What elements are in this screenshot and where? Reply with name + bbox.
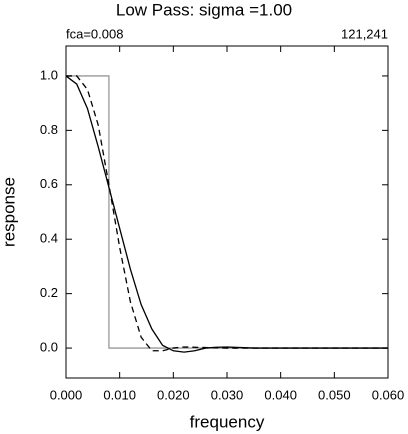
x-tick-label: 0.030 xyxy=(211,387,244,402)
y-tick-label: 0.4 xyxy=(40,231,58,246)
y-tick-label: 1.0 xyxy=(40,67,58,82)
x-tick-label: 0.010 xyxy=(103,387,136,402)
right-string: 121,241 xyxy=(341,26,388,41)
x-tick-label: 0.040 xyxy=(264,387,297,402)
series-line xyxy=(66,75,388,352)
y-tick-label: 0.8 xyxy=(40,122,58,137)
x-tick-label: 0.050 xyxy=(318,387,351,402)
y-tick-label: 0.0 xyxy=(40,340,58,355)
y-tick-label: 0.6 xyxy=(40,176,58,191)
x-axis-title: frequency xyxy=(190,412,265,431)
series-line xyxy=(65,75,388,353)
plot-frame xyxy=(65,45,389,379)
chart-title: Low Pass: sigma =1.00 xyxy=(116,0,292,19)
series-line xyxy=(66,75,388,349)
x-tick-label: 0.060 xyxy=(372,387,405,402)
y-axis-title: response xyxy=(0,177,18,247)
left-string: fca=0.008 xyxy=(66,26,123,41)
x-tick-label: 0.020 xyxy=(157,387,190,402)
y-tick-label: 0.2 xyxy=(40,285,58,300)
x-tick-label: 0.000 xyxy=(50,387,83,402)
